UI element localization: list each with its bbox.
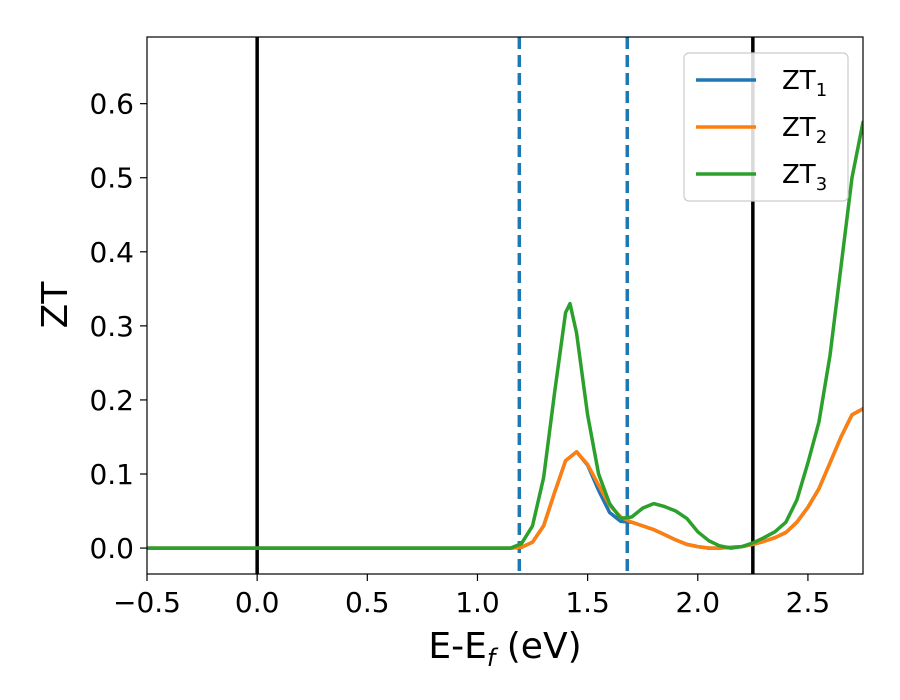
x-tick-label: −0.5	[113, 586, 181, 619]
legend-box	[683, 52, 849, 202]
x-axis-label: E-Ef (eV)	[428, 626, 581, 672]
y-axis-label: ZT	[35, 281, 76, 329]
x-tick-label: 1.5	[565, 586, 610, 619]
x-tick-label: 0.5	[345, 586, 390, 619]
plot-frame	[146, 36, 864, 575]
series-line-2	[147, 407, 863, 550]
y-tick-label: 0.1	[89, 458, 134, 491]
y-tick-label: 0.4	[89, 236, 134, 269]
x-axis: −0.5 0.0 0.5 1.0 1.5 2.0 2.5	[113, 574, 830, 619]
x-tick-label: 2.5	[786, 586, 831, 619]
y-tick-label: 0.2	[89, 384, 134, 417]
x-axis-label-unit: (eV)	[495, 626, 581, 667]
legend-label-1: ZT1	[782, 66, 827, 101]
x-tick-label: 2.0	[676, 586, 721, 619]
legend-label-2: ZT2	[782, 113, 827, 148]
series-lines	[147, 120, 863, 550]
y-axis: 0.0 0.1 0.2 0.3 0.4 0.5 0.6	[89, 88, 147, 565]
y-tick-label: 0.5	[89, 162, 134, 195]
x-tick-label: 1.0	[455, 586, 500, 619]
y-tick-label: 0.6	[89, 88, 134, 121]
legend-label-3: ZT3	[782, 160, 827, 195]
legend: ZT1 ZT2 ZT3	[683, 52, 849, 202]
x-tick-label: 0.0	[235, 586, 280, 619]
series-line-3	[147, 120, 863, 550]
x-axis-label-main: E-E	[428, 626, 486, 667]
y-tick-label: 0.3	[89, 310, 134, 343]
y-tick-label: 0.0	[89, 532, 134, 565]
